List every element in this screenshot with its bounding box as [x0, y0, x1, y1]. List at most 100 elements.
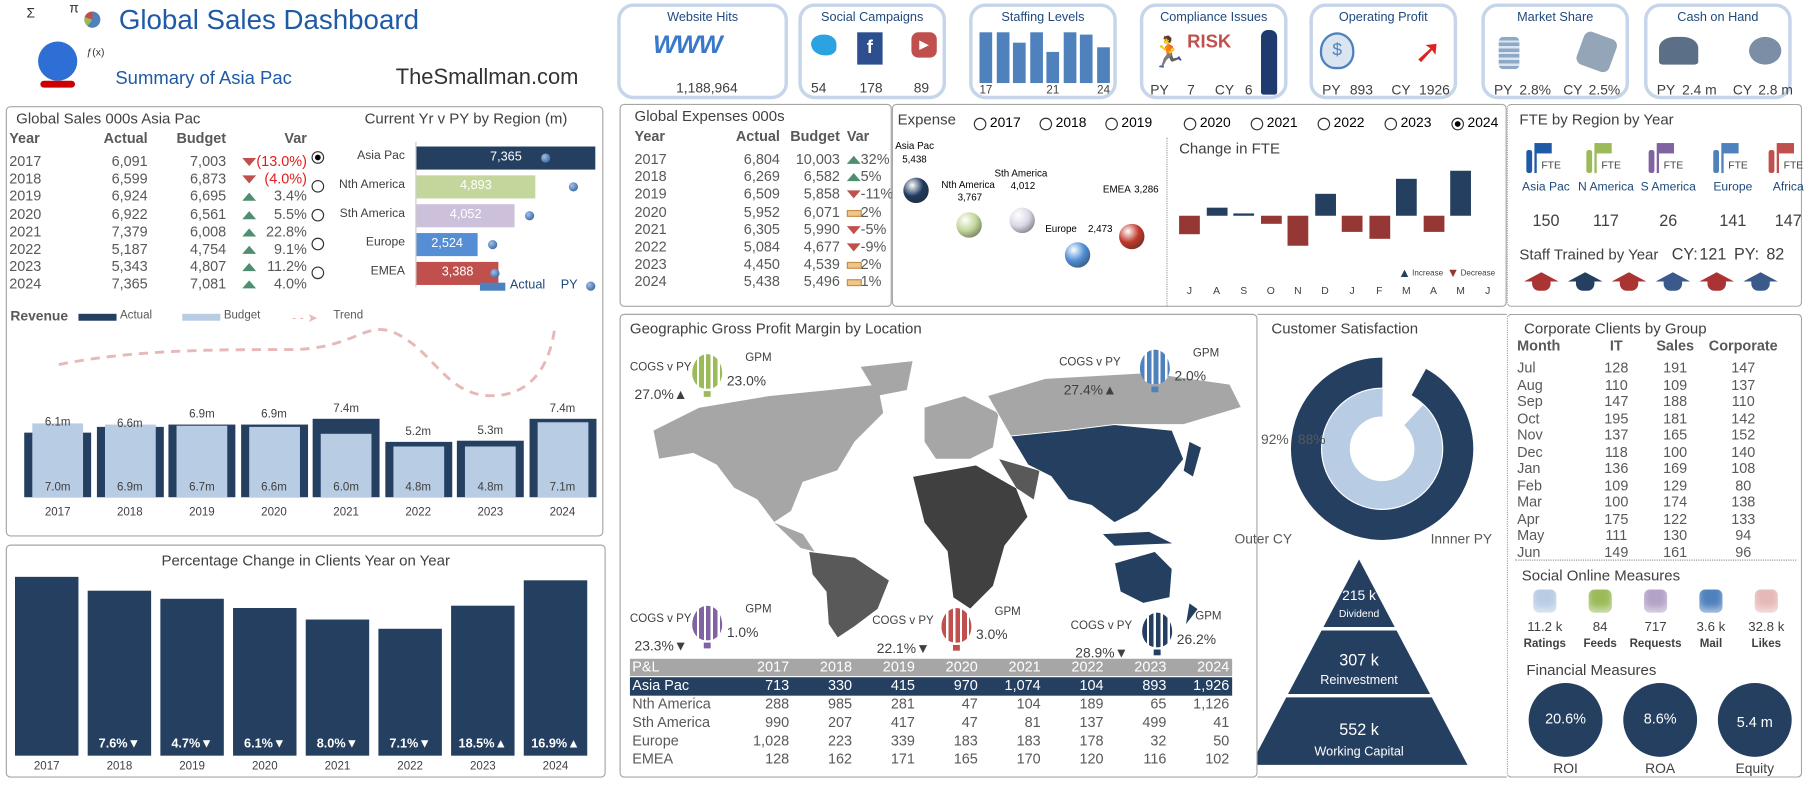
bubble-value: 3,767 — [957, 191, 983, 204]
table-cell: 188 — [1663, 393, 1688, 410]
cy-value: 2.8 m — [1758, 81, 1793, 99]
year-radio-2019[interactable]: 2019 — [1105, 114, 1165, 132]
gpm-label: GPM — [745, 351, 772, 365]
new-zealand[interactable] — [1186, 603, 1198, 625]
balloon-basket — [1153, 649, 1161, 656]
table-cell: 5,084 — [743, 238, 780, 255]
table-cell: 6,873 — [190, 170, 227, 188]
table-row[interactable]: EMEA 128 162 171 165 170 120 116 102 — [630, 751, 1241, 769]
table-row[interactable]: Nth America 288 985 281 47 104 189 65 1,126 — [630, 696, 1241, 714]
year-radio-2023[interactable]: 2023 — [1384, 114, 1444, 132]
table-cell: 7,081 — [190, 276, 227, 293]
year-radio-2022[interactable]: 2022 — [1317, 114, 1378, 132]
table-cell: 189 — [1079, 695, 1104, 712]
puzzle-icon — [1574, 29, 1619, 75]
table-row[interactable]: Europe 1,028 223 339 183 183 178 32 50 — [630, 733, 1241, 751]
europe[interactable] — [923, 395, 1000, 460]
region-name: Europe — [1713, 179, 1753, 194]
expense-bubble[interactable] — [903, 177, 929, 204]
up-arrow-icon — [846, 173, 861, 182]
actual-label: 6.9m — [261, 407, 287, 421]
radio-button[interactable] — [1384, 117, 1398, 131]
table-cell: 94 — [1735, 527, 1752, 544]
table-row: 2024 7,365 7,081 4.0% — [9, 276, 311, 294]
var-value: 22.8% — [265, 223, 307, 240]
year-radio-2021[interactable]: 2021 — [1250, 114, 1311, 132]
middle-east[interactable] — [999, 459, 1040, 500]
sigma-symbol: Σ — [26, 4, 36, 21]
kpi-compliance-issues: Compliance Issues 🏃 RISK PY 7 CY 6 — [1139, 3, 1288, 100]
py-marker-icon — [540, 153, 550, 163]
graduation-cap-icon — [1655, 270, 1691, 295]
asia[interactable] — [1009, 424, 1185, 524]
social-label: Ratings — [1523, 637, 1566, 651]
radio-button[interactable] — [1317, 117, 1331, 131]
person-shape — [1713, 149, 1720, 174]
table-cell: 6,804 — [743, 151, 780, 168]
radio-button[interactable] — [1250, 117, 1264, 131]
kpi-title: Website Hits — [667, 10, 739, 25]
year-radio-2017[interactable]: 2017 — [973, 114, 1034, 132]
table-row[interactable]: Sth America 990 207 417 47 81 137 499 41 — [630, 714, 1241, 732]
flag-pole — [1656, 143, 1659, 174]
py-marker-icon — [524, 211, 535, 221]
radio-button[interactable] — [1105, 117, 1118, 131]
balloon-envelope — [1142, 612, 1173, 648]
south-america[interactable] — [808, 550, 891, 638]
budget-label: 6.7m — [189, 481, 215, 494]
region-radio[interactable] — [311, 151, 325, 164]
table-cell: 111 — [1605, 527, 1628, 544]
radio-button[interactable] — [1451, 117, 1465, 131]
radio-button[interactable] — [973, 117, 987, 131]
column-header: Month — [1517, 338, 1561, 355]
fte-bar — [1179, 215, 1200, 234]
year-radio-2020[interactable]: 2020 — [1183, 114, 1244, 132]
expense-bubble[interactable] — [1064, 242, 1091, 268]
expense-bubble[interactable] — [1119, 223, 1145, 250]
region-radio[interactable] — [311, 208, 325, 222]
table-row: May 111 130 94 — [1517, 527, 1794, 544]
region-name: N America — [1578, 179, 1634, 194]
cap-base — [1707, 281, 1726, 291]
table-cell: 893 — [1142, 677, 1167, 694]
table-cell: 137 — [1079, 714, 1104, 731]
cap-board — [1524, 272, 1559, 282]
table-row[interactable]: Asia Pac 713 330 415 970 1,074 104 893 1,926 — [629, 677, 1233, 696]
table-cell: 5,990 — [803, 221, 840, 238]
greenland[interactable] — [860, 361, 913, 396]
australia[interactable] — [1113, 550, 1173, 604]
table-cell: 100 — [1663, 443, 1688, 460]
expense-bubble[interactable] — [1009, 207, 1035, 234]
region-radio[interactable] — [311, 179, 325, 193]
year-radio-2018[interactable]: 2018 — [1039, 114, 1099, 132]
column-header: P&L — [632, 658, 660, 675]
north-america[interactable] — [652, 383, 885, 524]
africa[interactable] — [912, 464, 1029, 610]
column-header: Actual — [735, 128, 780, 145]
clients-bar-label: 4.7%▼ — [171, 737, 213, 752]
clients-bar — [233, 607, 297, 756]
expense-bubble[interactable] — [956, 212, 982, 238]
radio-button[interactable] — [1039, 117, 1053, 131]
japan[interactable] — [1183, 441, 1202, 477]
kpi-value: 1,188,964 — [676, 79, 738, 96]
legend-actual-label: Actual — [509, 278, 546, 292]
legend-decrease-label: Decrease — [1460, 269, 1496, 279]
indonesia[interactable] — [1102, 531, 1173, 546]
central-america[interactable] — [774, 522, 815, 552]
down-arrow-icon — [242, 158, 257, 167]
year-tick: 2017 — [33, 760, 60, 773]
cap-base — [1751, 281, 1770, 291]
table-cell: Asia Pac — [632, 677, 690, 694]
staffing-bars — [979, 30, 1111, 84]
table-cell: 2022 — [9, 241, 42, 258]
flag-pole — [1776, 143, 1779, 174]
region-radio[interactable] — [311, 266, 325, 280]
radio-button[interactable] — [1183, 117, 1197, 131]
brand-link[interactable]: TheSmallman.com — [395, 65, 579, 90]
clients-chart: 2017 7.6%▼ 2018 4.7%▼ 2019 6.1%▼ 2020 8.0%▼ 2021… — [7, 546, 607, 779]
table-cell: 5,858 — [803, 186, 840, 203]
region-radio[interactable] — [311, 237, 325, 251]
world-map[interactable] — [630, 361, 1253, 638]
year-radio-2024[interactable]: 2024 — [1451, 114, 1511, 132]
